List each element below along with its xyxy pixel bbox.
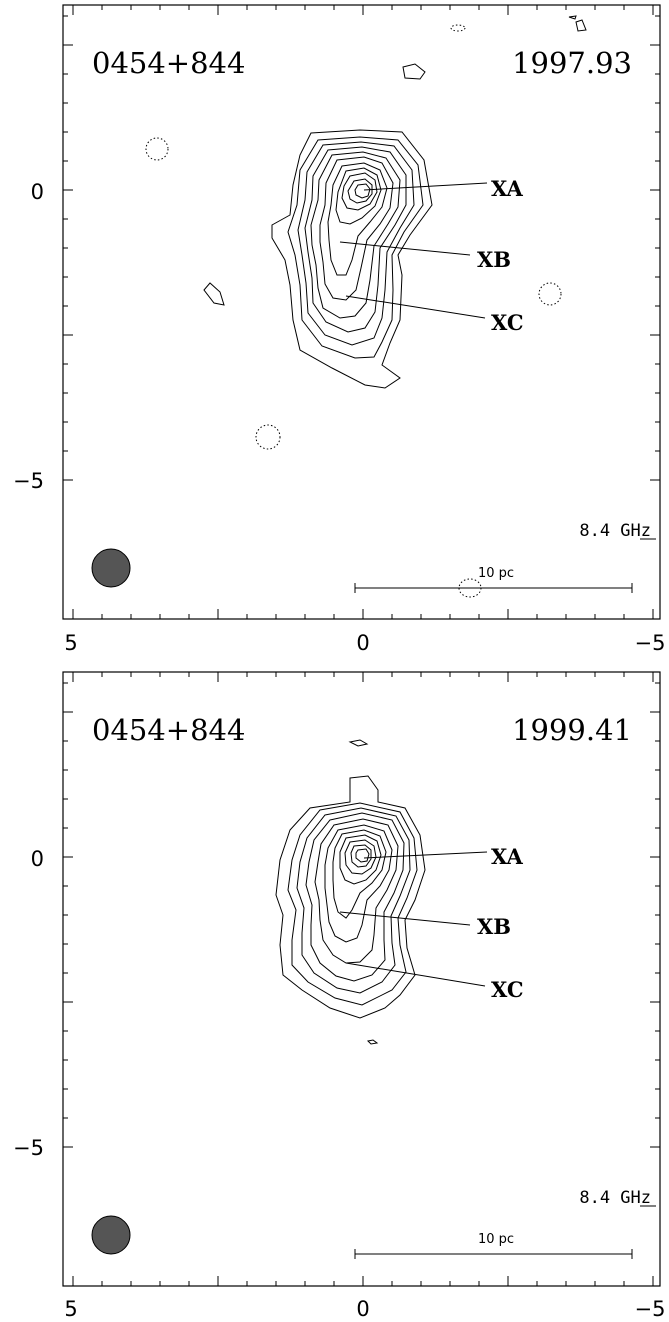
x-tick-label-minus5: −5: [635, 1297, 666, 1321]
contour-level-1: [271, 129, 433, 389]
component-label-xb: XB: [477, 914, 511, 939]
contour-level-9: [341, 172, 378, 211]
axis-ticks: [63, 672, 660, 1286]
y-tick-label-0: 0: [31, 847, 44, 871]
contour-level-11: [354, 183, 371, 199]
source-name: 0454+844: [92, 713, 245, 747]
island-contour: [366, 1039, 379, 1045]
x-tick-label-5: 5: [64, 1297, 77, 1321]
contour-levels: [271, 129, 433, 389]
component-label-xb: XB: [477, 247, 511, 272]
contour-level-9: [344, 839, 377, 875]
epoch-label: 1997.93: [512, 46, 632, 80]
y-tick-label-minus5: −5: [13, 1136, 44, 1160]
x-tick-label-minus5: −5: [635, 631, 666, 655]
panel-1999: 0454+844 1999.41 XA XB XC 8.4 GHz: [13, 671, 666, 1321]
leader-xa: [363, 182, 488, 191]
contour-level-8: [335, 167, 382, 225]
frequency-label: 8.4 GHz: [579, 521, 651, 541]
x-tick-label-0: 0: [356, 631, 369, 655]
contour-level-4: [305, 812, 405, 982]
beam-ellipse: [91, 1215, 131, 1255]
contour-level-3: [296, 807, 411, 994]
island-contour: [348, 739, 369, 747]
scale-bar: 10 pc: [354, 566, 633, 593]
x-tick-label-0: 0: [356, 1297, 369, 1321]
island-contour: [575, 19, 587, 32]
contour-level-5: [310, 151, 401, 319]
leader-xa: [363, 851, 488, 859]
leader-xb: [339, 241, 471, 256]
island-contour: [203, 282, 225, 306]
contour-level-7: [327, 162, 388, 276]
component-label-xa: XA: [491, 176, 524, 201]
beam-ellipse: [91, 548, 131, 588]
contour-level-6: [319, 156, 394, 301]
component-label-xc: XC: [491, 977, 524, 1002]
negative-contour: [255, 424, 281, 450]
source-name: 0454+844: [92, 46, 245, 80]
y-tick-label-minus5: −5: [13, 469, 44, 493]
island-contour: [568, 15, 577, 20]
scale-bar: 10 pc: [354, 1232, 633, 1259]
contour-level-5: [314, 818, 399, 964]
island-contour: [402, 63, 426, 80]
negative-contour: [538, 282, 562, 306]
plot-frame: [62, 671, 661, 1287]
leader-xc: [345, 295, 486, 319]
epoch-label: 1999.41: [512, 713, 632, 747]
component-label-xc: XC: [491, 310, 524, 335]
contour-level-4: [304, 146, 407, 333]
isolated-contours: [203, 15, 587, 306]
contour-level-10: [347, 178, 373, 204]
contour-level-2: [287, 136, 424, 359]
contour-level-1: [275, 775, 426, 1019]
contour-level-2: [287, 802, 418, 1006]
contour-level-11: [355, 848, 370, 863]
frequency-label: 8.4 GHz: [579, 1188, 651, 1208]
contour-level-8: [339, 834, 382, 885]
scale-bar-label: 10 pc: [478, 1232, 514, 1247]
axis-ticks: [63, 5, 660, 619]
contour-level-6: [324, 824, 393, 943]
leader-xb: [339, 911, 471, 926]
leader-xc: [345, 962, 486, 987]
y-tick-label-0: 0: [31, 180, 44, 204]
contour-levels: [275, 775, 426, 1019]
contour-level-10: [350, 844, 372, 868]
scale-bar-label: 10 pc: [478, 566, 514, 581]
negative-contour: [145, 137, 169, 161]
contour-level-3: [297, 141, 415, 346]
negative-contour: [450, 24, 466, 32]
plot-frame: [62, 4, 661, 620]
contour-level-7: [332, 829, 387, 919]
component-label-xa: XA: [491, 844, 524, 869]
panel-1997: 0454+844 1997.93: [13, 4, 666, 655]
x-tick-label-5: 5: [64, 631, 77, 655]
isolated-contours: [348, 739, 379, 1045]
